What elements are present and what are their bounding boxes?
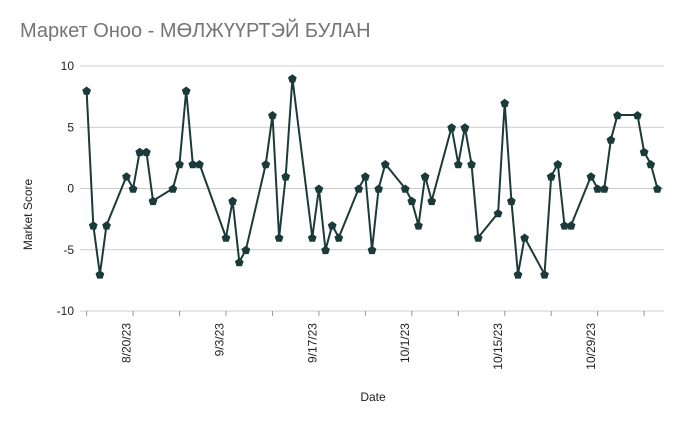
data-point xyxy=(540,270,549,279)
data-point xyxy=(175,160,184,169)
y-tick-label: -10 xyxy=(57,304,75,318)
data-point xyxy=(82,86,91,95)
data-point xyxy=(493,209,503,218)
x-tick-label: 9/3/23 xyxy=(212,323,226,357)
data-point xyxy=(599,184,609,193)
data-point xyxy=(268,111,277,120)
data-point xyxy=(314,184,324,193)
data-point xyxy=(135,147,145,157)
data-point xyxy=(334,233,344,242)
data-point xyxy=(274,233,284,242)
series-line xyxy=(85,77,659,276)
data-markers xyxy=(82,74,662,279)
data-point xyxy=(374,184,383,193)
y-tick-label: 0 xyxy=(67,182,74,196)
data-point xyxy=(221,233,231,242)
x-tick-label: 10/15/23 xyxy=(491,323,505,370)
data-point xyxy=(513,270,523,279)
data-point xyxy=(653,184,662,193)
data-point xyxy=(546,172,556,181)
data-point xyxy=(566,221,576,230)
data-point xyxy=(380,160,390,169)
data-point xyxy=(606,135,616,144)
data-point xyxy=(168,184,178,193)
x-tick-label: 10/1/23 xyxy=(398,323,412,363)
data-point xyxy=(307,233,317,242)
data-point xyxy=(427,196,437,206)
data-point xyxy=(407,196,417,206)
data-point xyxy=(414,221,423,230)
data-point xyxy=(321,245,330,255)
data-point xyxy=(142,147,151,157)
data-point xyxy=(288,74,297,83)
data-point xyxy=(195,160,204,169)
data-point xyxy=(520,233,529,242)
data-point xyxy=(181,86,191,95)
data-point xyxy=(586,172,596,181)
y-tick-label: 10 xyxy=(61,59,75,73)
x-tick-label: 9/17/23 xyxy=(305,323,319,363)
data-point xyxy=(188,160,198,169)
data-point xyxy=(148,196,158,206)
data-point xyxy=(241,245,251,255)
data-point xyxy=(354,184,364,193)
y-tick-label: 5 xyxy=(67,120,74,134)
data-point xyxy=(228,196,237,206)
data-point xyxy=(327,221,337,230)
series-line-0 xyxy=(85,77,659,276)
data-point xyxy=(361,172,370,181)
data-point xyxy=(460,123,470,132)
data-point xyxy=(88,221,98,230)
data-point xyxy=(633,111,642,120)
data-point xyxy=(234,258,244,267)
data-point xyxy=(281,172,291,181)
x-axis-label: Date xyxy=(360,390,386,404)
data-point xyxy=(560,221,569,230)
data-point xyxy=(453,160,463,169)
x-tick-label: 10/29/23 xyxy=(584,323,598,370)
data-point xyxy=(420,172,430,181)
data-point xyxy=(128,184,138,193)
data-point xyxy=(122,172,131,181)
data-point xyxy=(447,123,456,132)
y-axis-label: Market Score xyxy=(21,178,35,250)
data-point xyxy=(400,184,410,193)
x-tick-labels: 8/20/23 9/3/23 9/17/23 10/1/23 10/15/23 10/29… xyxy=(119,323,598,370)
y-tick-label: -5 xyxy=(63,243,74,257)
data-point xyxy=(367,245,377,255)
data-point xyxy=(646,160,656,169)
data-point xyxy=(593,184,602,193)
data-point xyxy=(553,160,563,169)
chart-title: Маркет Оноо - МӨЛЖҮҮРТЭЙ БУЛАН xyxy=(20,20,371,42)
data-point xyxy=(261,160,271,169)
data-point xyxy=(467,160,476,169)
data-point xyxy=(507,196,516,206)
data-point xyxy=(639,147,649,157)
data-point xyxy=(500,98,510,108)
data-point xyxy=(473,233,483,242)
x-tick-label: 8/20/23 xyxy=(119,323,133,363)
data-point xyxy=(95,270,105,279)
data-point xyxy=(102,221,111,230)
y-tick-labels: 10 5 0 -5 -10 xyxy=(57,59,75,318)
data-point xyxy=(613,111,622,120)
